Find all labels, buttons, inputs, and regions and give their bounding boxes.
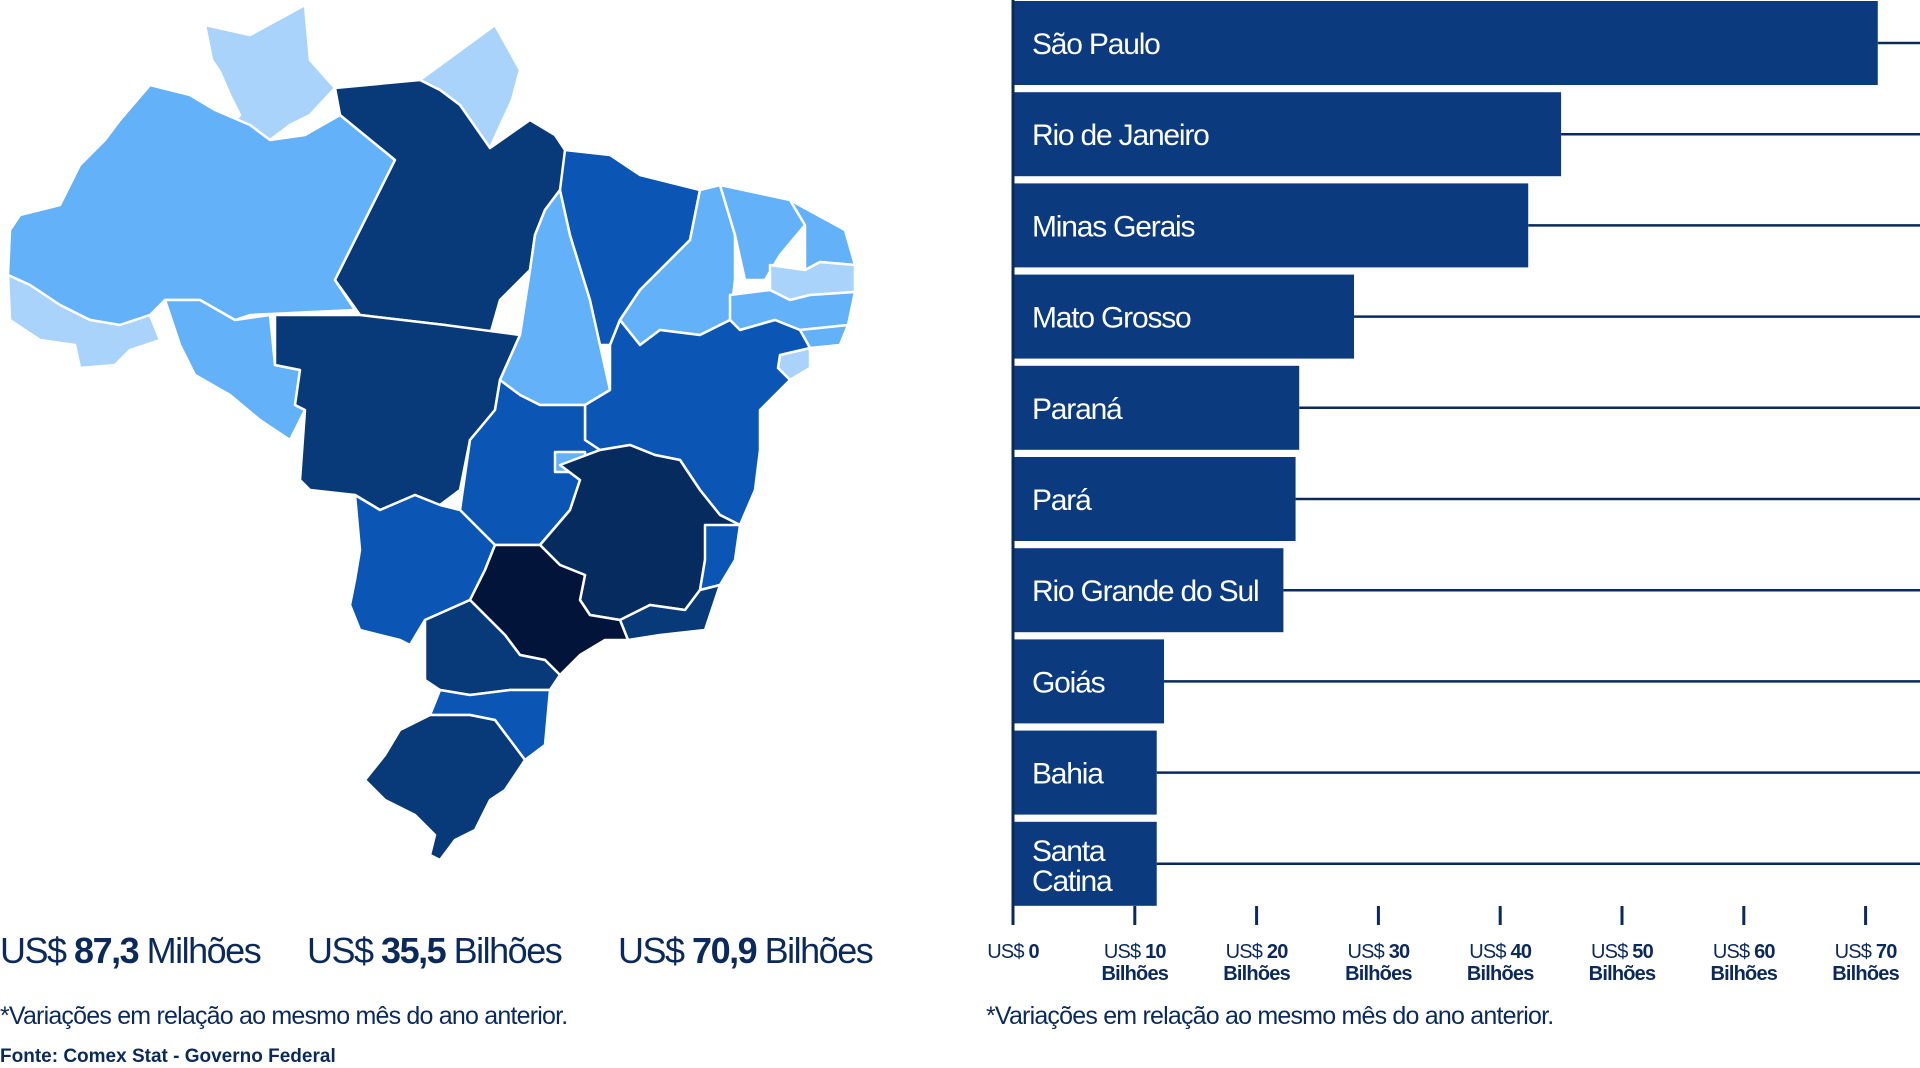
x-tick-unit: Bilhões bbox=[1832, 963, 1899, 985]
source-credit: Fonte: Comex Stat - Governo Federal bbox=[0, 1046, 336, 1067]
bar-label: Santa bbox=[1032, 835, 1106, 868]
bar bbox=[1013, 548, 1284, 633]
x-tick-label: US$ 20 bbox=[1226, 941, 1289, 963]
state-rio-grande-do-sul bbox=[363, 713, 527, 862]
legend-label-max: US$ 70,9 Bilhões bbox=[618, 930, 874, 971]
bar-label: Paraná bbox=[1032, 393, 1123, 426]
x-tick-unit: Bilhões bbox=[1223, 963, 1290, 985]
x-tick-unit: Bilhões bbox=[1467, 963, 1534, 985]
x-tick-label: US$ 60 bbox=[1713, 941, 1776, 963]
state-parana bbox=[423, 598, 562, 697]
bar-label: Mato Grosso bbox=[1032, 302, 1191, 335]
bar-label: Rio de Janeiro bbox=[1032, 119, 1209, 152]
bar bbox=[1013, 639, 1165, 724]
bar-label: Bahia bbox=[1032, 758, 1104, 791]
legend-label-min: US$ 87,3 Milhões bbox=[0, 930, 262, 971]
x-tick-label: US$ 30 bbox=[1347, 941, 1410, 963]
x-tick-label: US$ 10 bbox=[1104, 941, 1167, 963]
footnote-right: *Variações em relação ao mesmo mês do an… bbox=[986, 1002, 1554, 1030]
bar-label: São Paulo bbox=[1032, 28, 1160, 61]
bar bbox=[1013, 821, 1157, 906]
bar-label: Rio Grande do Sul bbox=[1032, 575, 1258, 608]
brazil-state-map bbox=[6, 3, 857, 862]
x-tick-unit: Bilhões bbox=[1589, 963, 1656, 985]
state-acre bbox=[6, 273, 162, 370]
bar bbox=[1013, 92, 1562, 177]
x-tick-unit: Bilhões bbox=[1101, 963, 1168, 985]
x-tick-unit: Bilhões bbox=[1345, 963, 1412, 985]
bar bbox=[1013, 730, 1157, 815]
x-tick-label: US$ 70 bbox=[1835, 941, 1898, 963]
bar bbox=[1013, 183, 1529, 268]
footnote-left: *Variações em relação ao mesmo mês do an… bbox=[0, 1002, 568, 1030]
x-tick-unit: Bilhões bbox=[1710, 963, 1777, 985]
x-tick-label: US$ 40 bbox=[1469, 941, 1532, 963]
bar-label: Minas Gerais bbox=[1032, 210, 1195, 243]
bar bbox=[1013, 457, 1296, 541]
x-tick-label: US$ 50 bbox=[1591, 941, 1654, 963]
bar-label: Goiás bbox=[1032, 666, 1105, 699]
bar bbox=[1013, 1, 1878, 85]
bar-label: Pará bbox=[1032, 484, 1092, 517]
bar-label: Catina bbox=[1032, 865, 1113, 898]
bar bbox=[1013, 274, 1355, 359]
bar bbox=[1013, 365, 1300, 450]
x-tick-label: US$ 0 bbox=[987, 941, 1039, 963]
legend-label-mid: US$ 35,5 Bilhões bbox=[307, 930, 563, 971]
